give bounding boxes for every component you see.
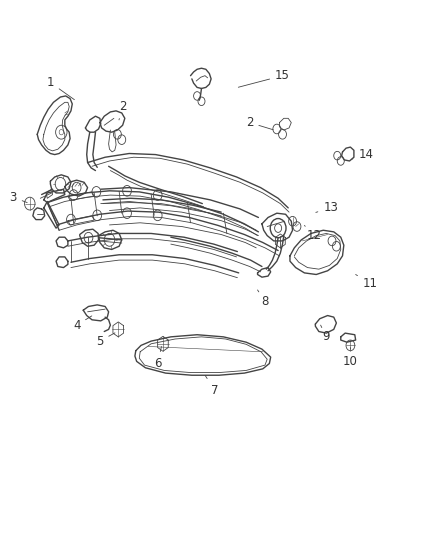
Text: 14: 14	[352, 148, 373, 161]
Text: 9: 9	[321, 325, 330, 343]
Text: 12: 12	[304, 225, 322, 242]
Text: 3: 3	[10, 191, 27, 204]
Text: 11: 11	[356, 274, 378, 290]
Text: 2: 2	[119, 100, 127, 120]
Text: 13: 13	[316, 201, 338, 214]
Text: 15: 15	[238, 69, 290, 87]
Text: 5: 5	[96, 333, 115, 348]
Text: 1: 1	[46, 76, 74, 100]
Text: 8: 8	[258, 290, 268, 308]
Text: 7: 7	[205, 375, 219, 397]
Text: 10: 10	[343, 348, 358, 368]
Text: 4: 4	[73, 316, 92, 332]
Text: 6: 6	[154, 346, 162, 370]
Text: 2: 2	[246, 116, 273, 130]
